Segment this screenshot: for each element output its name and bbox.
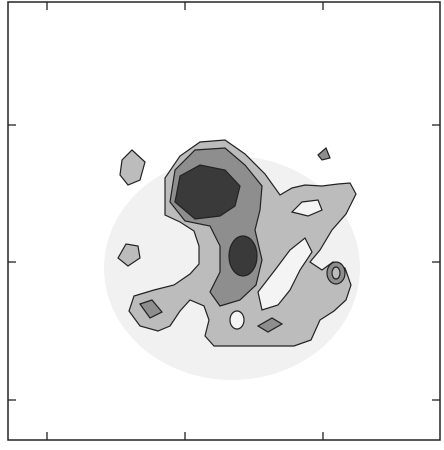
contour-level-3: [229, 236, 257, 276]
contour-hole: [230, 311, 244, 329]
page: (() => { const data = JSON.parse(documen…: [0, 0, 444, 450]
contour-island: [332, 267, 340, 279]
contour-plot: [0, 0, 444, 450]
